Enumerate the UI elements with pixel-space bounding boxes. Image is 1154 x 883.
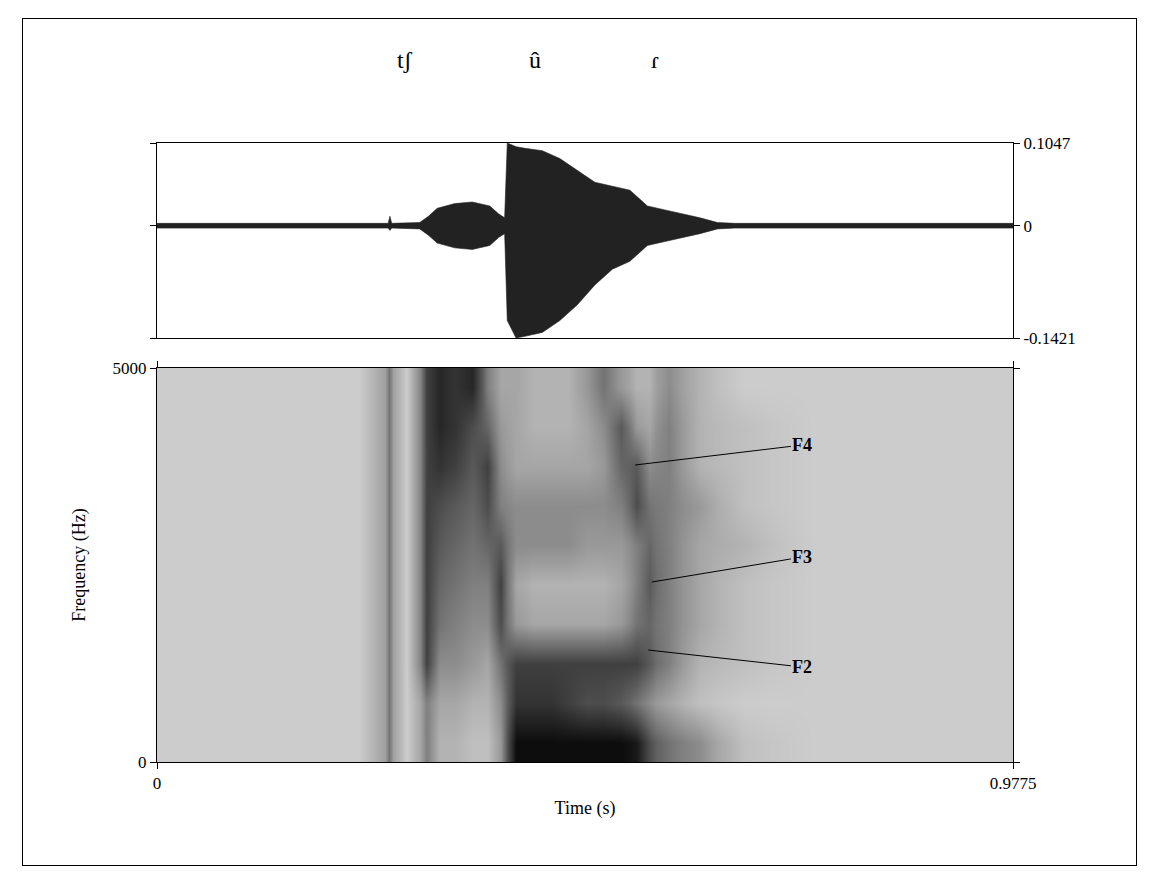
- svg-text:Frequency (Hz): Frequency (Hz): [69, 508, 90, 621]
- svg-text:F4: F4: [792, 435, 812, 455]
- svg-text:5000: 5000: [113, 359, 147, 378]
- svg-text:F2: F2: [792, 657, 812, 677]
- svg-text:F3: F3: [792, 547, 812, 567]
- svg-text:ɾ: ɾ: [651, 47, 659, 73]
- svg-text:0.9775: 0.9775: [990, 774, 1037, 793]
- svg-text:û: û: [529, 47, 541, 73]
- svg-text:0: 0: [153, 774, 162, 793]
- svg-text:0.1047: 0.1047: [1023, 134, 1070, 153]
- svg-text:0: 0: [1023, 217, 1032, 236]
- svg-text:0: 0: [138, 753, 147, 772]
- svg-text:Time (s): Time (s): [555, 798, 616, 819]
- svg-text:tʃ: tʃ: [397, 47, 413, 73]
- svg-text:-0.1421: -0.1421: [1023, 329, 1075, 348]
